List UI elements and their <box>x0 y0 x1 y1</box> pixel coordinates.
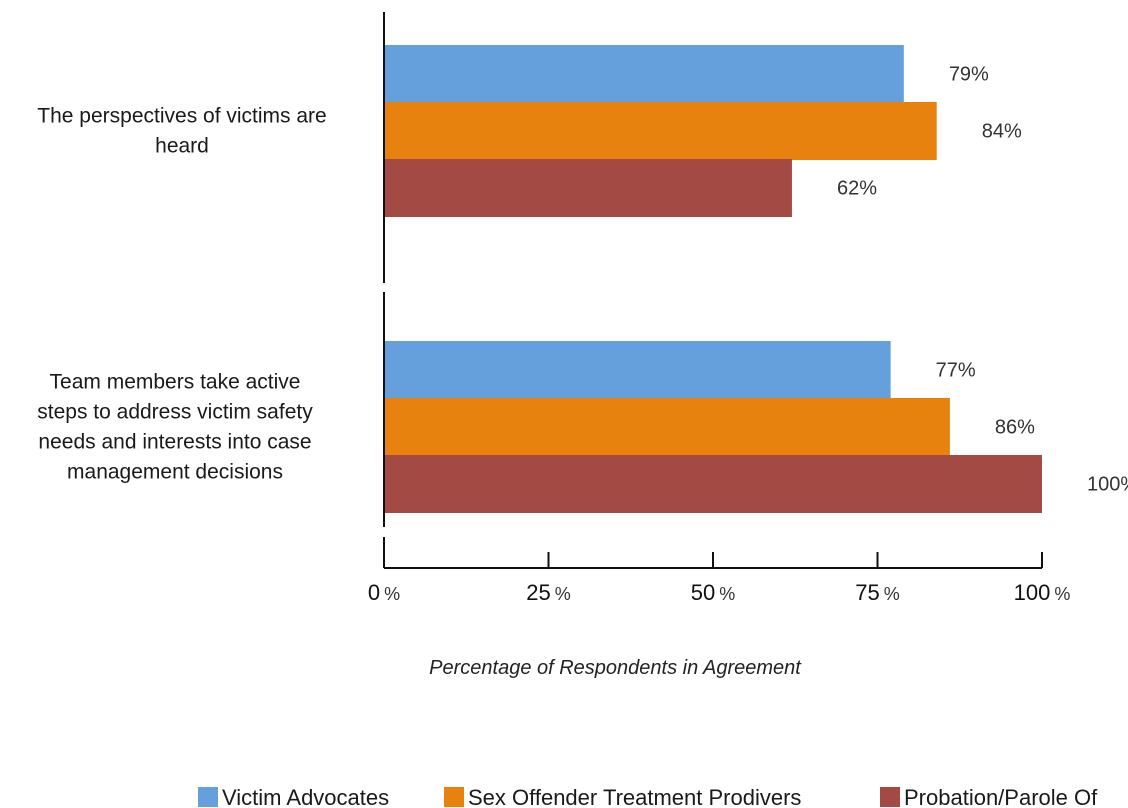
legend-label-1: Victim Advocates <box>222 785 389 808</box>
data-label-2-1: 84% <box>982 121 1022 143</box>
bar-2-2 <box>384 398 950 456</box>
tick-number: 75 <box>855 580 879 605</box>
legend-swatch-1 <box>198 787 218 807</box>
tick-unit: % <box>555 584 571 604</box>
category-label-line: needs and interests into case <box>38 431 311 454</box>
x-axis-title: Percentage of Respondents in Agreement <box>429 657 802 679</box>
category-label-line: steps to address victim safety <box>37 401 313 424</box>
x-tick-label-3: 50% <box>691 580 736 605</box>
category-labels-group: The perspectives of victims are heard Team… <box>37 105 326 484</box>
category-label-2: Team members take active steps to address… <box>37 371 313 484</box>
legend-label-2: Sex Offender Treatment Prodivers <box>468 785 801 808</box>
category-label-line: heard <box>155 135 209 158</box>
tick-unit: % <box>384 584 400 604</box>
x-tick-label-2: 25% <box>526 580 571 605</box>
axes-group <box>383 12 1043 569</box>
tick-number: 0 <box>368 580 380 605</box>
tick-unit: % <box>719 584 735 604</box>
data-label-2-2: 86% <box>995 417 1035 439</box>
legend-swatch-3 <box>880 787 900 807</box>
bar-3-2 <box>384 455 1042 513</box>
category-label-line: management decisions <box>67 461 283 484</box>
tick-labels-group: 0% 25% 50% 75% 100% <box>368 580 1071 605</box>
bar-2-1 <box>384 102 937 160</box>
tick-number: 25 <box>526 580 550 605</box>
tick-number: 50 <box>691 580 715 605</box>
bar-1-2 <box>384 341 891 399</box>
x-tick-label-4: 75% <box>855 580 900 605</box>
category-label-1: The perspectives of victims are heard <box>37 105 326 158</box>
data-label-1-1: 79% <box>949 64 989 86</box>
x-tick-label-5: 100% <box>1014 580 1071 605</box>
bar-3-1 <box>384 159 792 217</box>
bar-1-1 <box>384 45 904 103</box>
category-label-line: Team members take active <box>50 371 301 394</box>
tick-number: 100 <box>1014 580 1051 605</box>
data-label-3-2: 100% <box>1087 474 1128 496</box>
legend: Victim Advocates Sex Offender Treatment P… <box>198 785 1098 808</box>
bars-group <box>384 45 1042 513</box>
legend-swatch-2 <box>444 787 464 807</box>
category-label-line: The perspectives of victims are <box>37 105 326 128</box>
legend-label-3: Probation/Parole Of <box>904 785 1098 808</box>
data-labels-group: 79% 84% 62% 77% 86% 100% <box>837 64 1128 496</box>
tick-unit: % <box>1054 584 1070 604</box>
data-label-1-2: 77% <box>936 360 976 382</box>
tick-unit: % <box>884 584 900 604</box>
data-label-3-1: 62% <box>837 178 877 200</box>
x-tick-label-1: 0% <box>368 580 400 605</box>
